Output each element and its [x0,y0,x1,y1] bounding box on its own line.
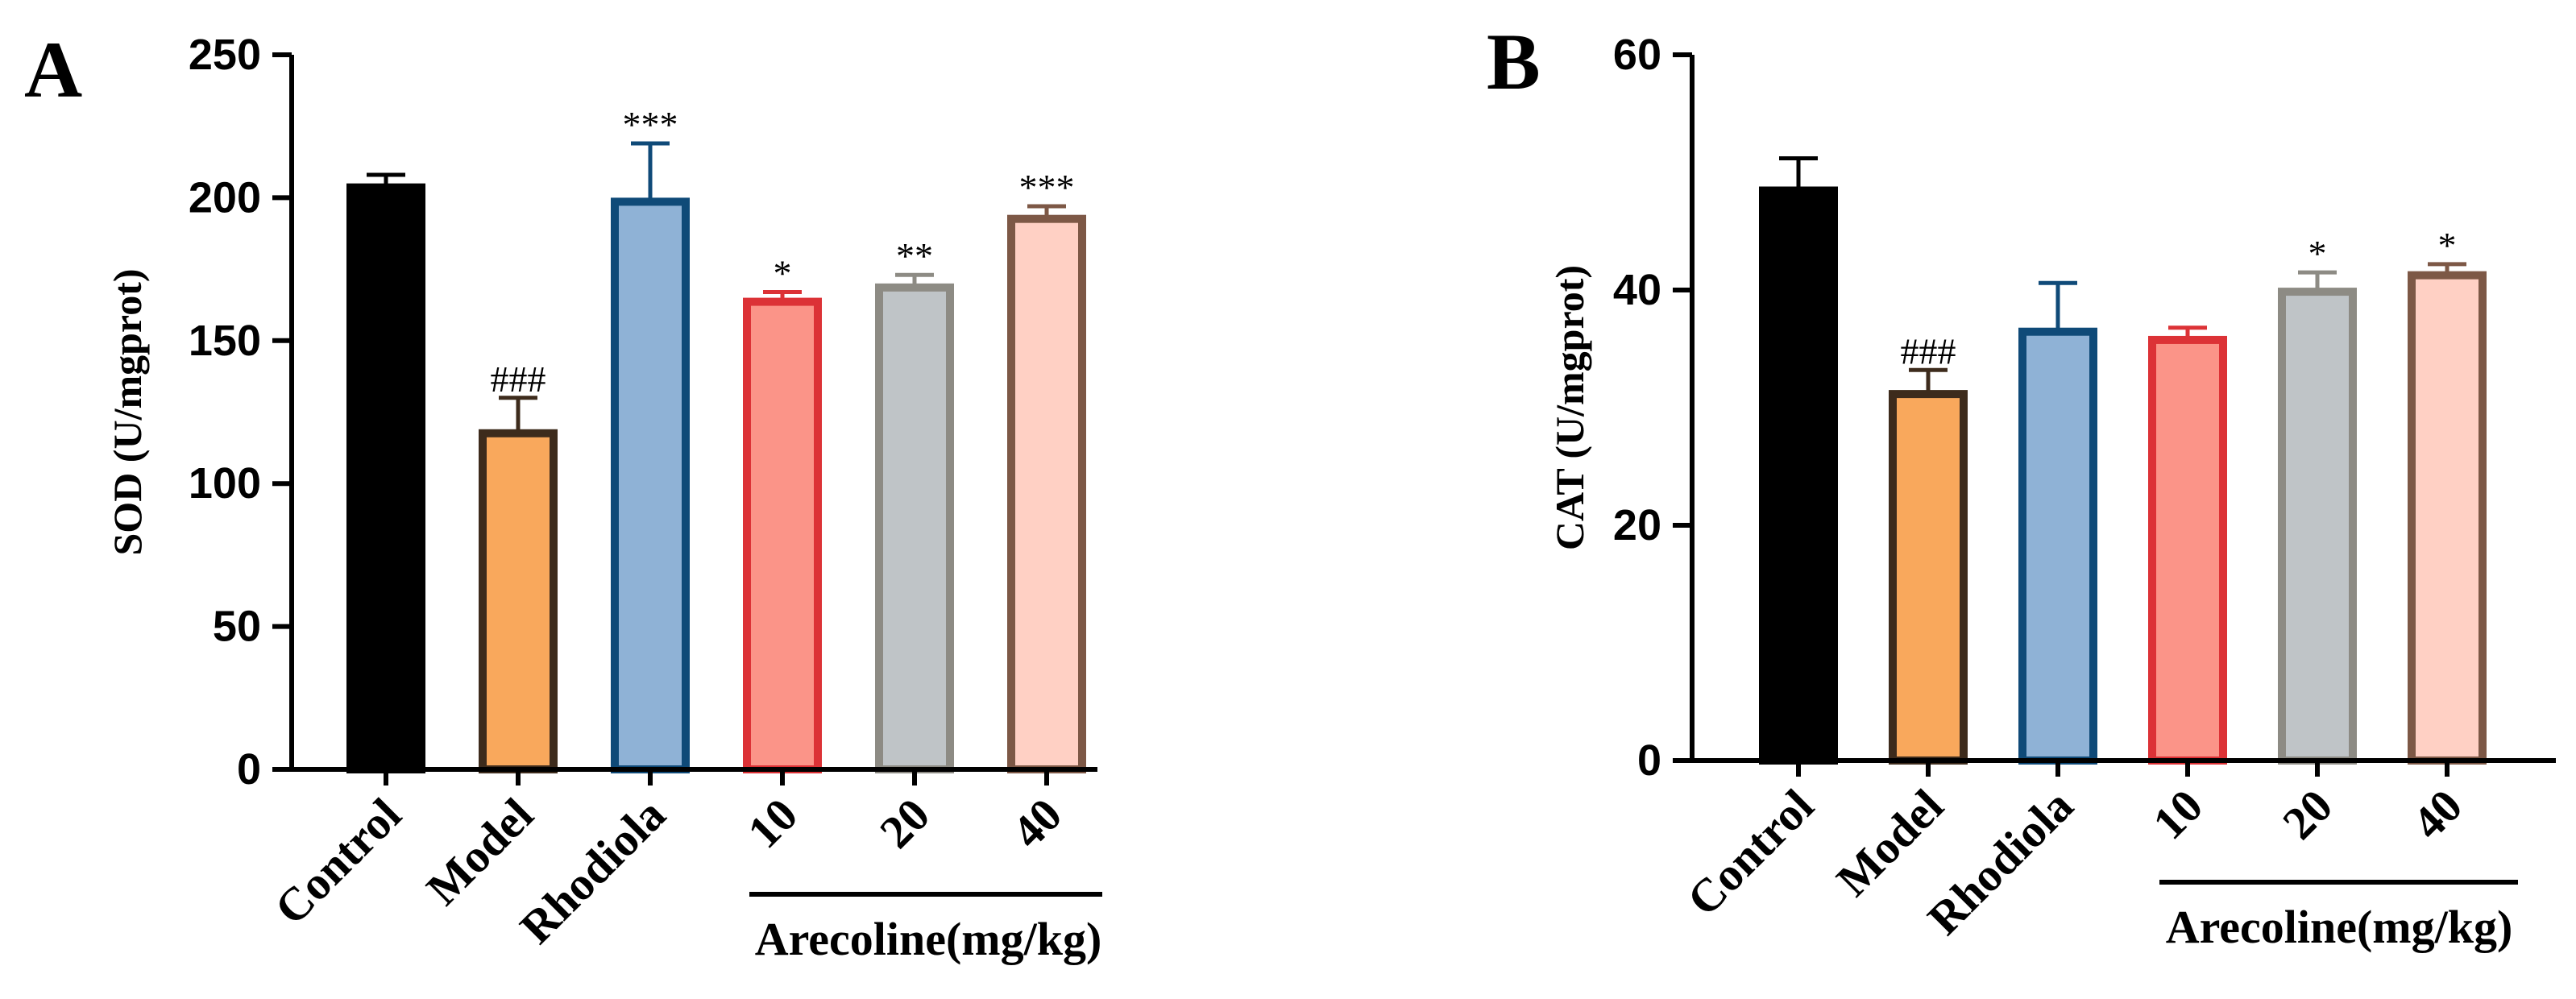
panel-label: A [24,25,82,114]
bar-4 [875,283,954,773]
bar-1 [479,429,558,774]
bar-1 [1889,390,1968,765]
y-tick-label-1: 20 [1613,501,1661,549]
bar-3 [2148,335,2227,765]
significance-label-4: * [2308,233,2327,274]
y-axis-label: CAT (U/mgprot) [1547,265,1592,550]
y-axis-label: SOD (U/mgprot) [105,268,150,555]
bar-5 [2408,271,2487,765]
bar-2 [611,197,690,773]
significance-label-4: ** [896,235,933,276]
y-tick-label-2: 40 [1613,266,1661,314]
significance-label-3: * [774,252,792,293]
y-tick-label-5: 250 [189,31,261,79]
group-label: Arecoline(mg/kg) [2166,901,2513,953]
category-label-2: Rhodiola [1918,779,2084,945]
significance-label-5: *** [1019,167,1075,208]
category-label-5: 40 [1002,788,1072,858]
y-tick-label-1: 50 [213,603,261,651]
significance-label-1: ### [1901,330,1956,371]
bar-2 [2018,327,2097,765]
bar-0 [346,183,425,774]
category-label-1: Model [1827,779,1954,906]
category-label-3: 10 [2143,779,2213,849]
y-tick-label-2: 100 [189,459,261,508]
group-label: Arecoline(mg/kg) [755,913,1102,965]
category-label-5: 40 [2402,779,2472,849]
y-tick-label-0: 0 [237,745,261,794]
significance-label-1: ### [491,359,546,400]
category-label-4: 20 [2272,779,2342,849]
category-label-0: Control [1677,779,1823,926]
significance-label-2: *** [623,104,678,145]
y-tick-label-3: 150 [189,317,261,365]
category-label-0: Control [264,788,411,935]
category-label-2: Rhodiola [510,788,676,954]
bar-4 [2278,288,2357,765]
bar-3 [743,297,822,773]
y-tick-label-0: 0 [1637,736,1661,785]
bar-5 [1007,214,1086,773]
panel-label: B [1487,17,1541,106]
significance-label-5: * [2438,225,2457,266]
y-tick-label-3: 60 [1613,31,1661,79]
category-label-3: 10 [737,788,807,858]
category-label-1: Model [417,788,544,915]
y-tick-label-4: 200 [189,173,261,222]
category-label-4: 20 [869,788,940,858]
bar-0 [1759,186,1838,765]
